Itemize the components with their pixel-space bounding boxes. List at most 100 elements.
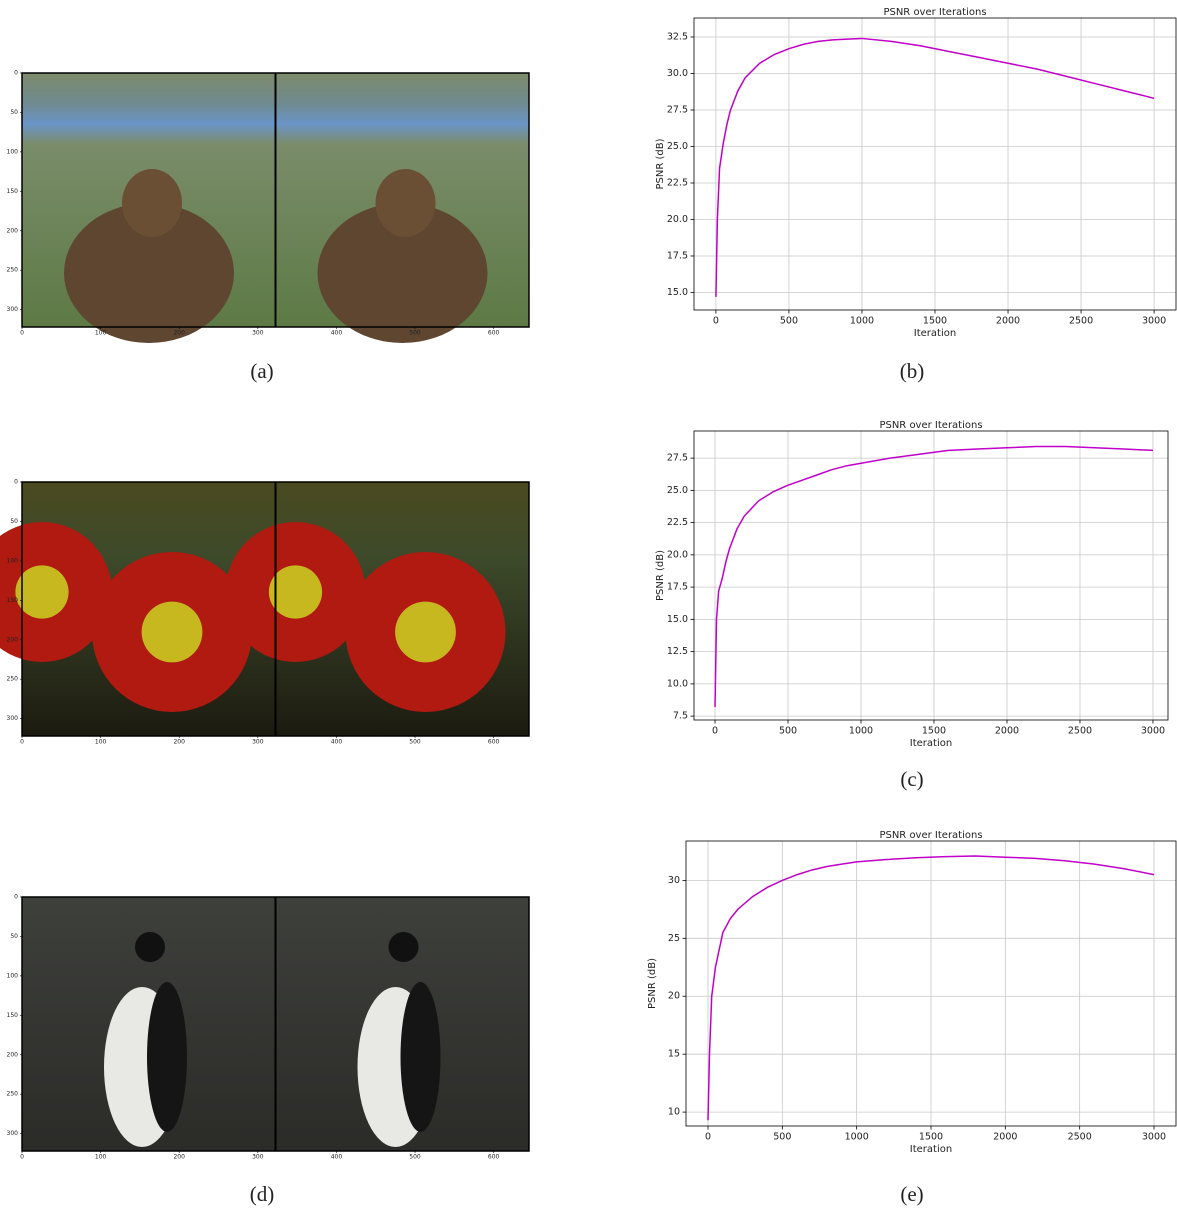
x-tick-label: 2000 bbox=[995, 726, 1019, 737]
x-tick-label: 500 bbox=[409, 330, 421, 337]
x-tick-label: 100 bbox=[95, 330, 107, 337]
y-tick-label: 7.5 bbox=[673, 711, 688, 722]
chart-title: PSNR over Iterations bbox=[883, 7, 986, 18]
y-tick-label: 20 bbox=[668, 991, 680, 1002]
caption: (e) bbox=[900, 1182, 923, 1206]
y-tick-label: 25.0 bbox=[667, 485, 688, 496]
x-axis-label: Iteration bbox=[910, 1144, 952, 1155]
x-tick-label: 100 bbox=[95, 739, 107, 746]
y-axis-label: PSNR (dB) bbox=[647, 958, 658, 1009]
x-tick-label: 1500 bbox=[923, 316, 947, 327]
x-tick-label: 400 bbox=[331, 1154, 343, 1161]
penguin-head bbox=[135, 932, 165, 962]
y-tick-label: 0 bbox=[14, 479, 18, 486]
flower-center bbox=[15, 565, 68, 618]
x-tick-label: 1500 bbox=[919, 1132, 943, 1143]
y-tick-label: 250 bbox=[7, 267, 19, 274]
y-tick-label: 250 bbox=[7, 1091, 19, 1098]
y-tick-label: 32.5 bbox=[667, 31, 688, 42]
x-tick-label: 500 bbox=[780, 316, 798, 327]
x-tick-label: 600 bbox=[488, 739, 500, 746]
x-tick-label: 400 bbox=[331, 330, 343, 337]
x-tick-label: 0 bbox=[20, 739, 24, 746]
y-tick-label: 22.5 bbox=[667, 517, 688, 528]
x-tick-label: 600 bbox=[488, 1154, 500, 1161]
x-tick-label: 2500 bbox=[1068, 1132, 1092, 1143]
y-tick-label: 150 bbox=[7, 1012, 19, 1019]
flower-center bbox=[395, 602, 456, 663]
y-tick-label: 27.5 bbox=[667, 104, 688, 115]
y-tick-label: 100 bbox=[7, 972, 19, 979]
chart-title: PSNR over Iterations bbox=[879, 420, 982, 431]
caption: (d) bbox=[250, 1182, 275, 1206]
y-tick-label: 30.0 bbox=[667, 68, 688, 79]
penguin-back bbox=[147, 982, 187, 1132]
y-tick-label: 50 bbox=[10, 518, 18, 525]
y-tick-label: 15.0 bbox=[667, 614, 688, 625]
penguin-back bbox=[401, 982, 441, 1132]
x-tick-label: 500 bbox=[409, 739, 421, 746]
x-axis-label: Iteration bbox=[910, 738, 952, 749]
x-tick-label: 200 bbox=[173, 1154, 185, 1161]
y-tick-label: 25.0 bbox=[667, 141, 688, 152]
y-tick-label: 25 bbox=[668, 933, 680, 944]
x-axis-label: Iteration bbox=[914, 328, 956, 339]
x-tick-label: 0 bbox=[20, 330, 24, 337]
penguin-head bbox=[389, 932, 419, 962]
y-tick-label: 20.0 bbox=[667, 214, 688, 225]
x-tick-label: 100 bbox=[95, 1154, 107, 1161]
x-tick-label: 0 bbox=[712, 726, 718, 737]
flower-center bbox=[269, 565, 322, 618]
y-tick-label: 200 bbox=[7, 227, 19, 234]
caption: (c) bbox=[900, 767, 923, 791]
y-tick-label: 10.0 bbox=[667, 678, 688, 689]
x-tick-label: 300 bbox=[252, 739, 264, 746]
x-tick-label: 400 bbox=[331, 739, 343, 746]
chart-title: PSNR over Iterations bbox=[879, 830, 982, 841]
bear-head bbox=[376, 169, 436, 237]
flower-center bbox=[142, 602, 203, 663]
y-tick-label: 150 bbox=[7, 188, 19, 195]
y-axis-label: PSNR (dB) bbox=[655, 138, 666, 189]
y-tick-label: 300 bbox=[7, 715, 19, 722]
y-tick-label: 100 bbox=[7, 148, 19, 155]
y-tick-label: 150 bbox=[7, 597, 19, 604]
x-tick-label: 0 bbox=[20, 1154, 24, 1161]
y-tick-label: 30 bbox=[668, 875, 680, 886]
x-tick-label: 500 bbox=[409, 1154, 421, 1161]
x-tick-label: 1000 bbox=[845, 1132, 869, 1143]
y-tick-label: 300 bbox=[7, 306, 19, 313]
x-tick-label: 300 bbox=[252, 330, 264, 337]
x-tick-label: 2000 bbox=[996, 316, 1020, 327]
y-tick-label: 12.5 bbox=[667, 646, 688, 657]
plot-frame bbox=[694, 431, 1168, 720]
y-tick-label: 250 bbox=[7, 676, 19, 683]
x-tick-label: 1000 bbox=[849, 726, 873, 737]
y-axis-label: PSNR (dB) bbox=[655, 550, 666, 601]
x-tick-label: 200 bbox=[173, 330, 185, 337]
x-tick-label: 0 bbox=[705, 1132, 711, 1143]
x-tick-label: 3000 bbox=[1142, 1132, 1166, 1143]
y-tick-label: 100 bbox=[7, 557, 19, 564]
bear-head bbox=[122, 169, 182, 237]
y-tick-label: 50 bbox=[10, 109, 18, 116]
figure: 0100200300400500600050100150200250300(a)… bbox=[0, 0, 1177, 1212]
caption: (b) bbox=[900, 359, 925, 383]
y-tick-label: 20.0 bbox=[667, 549, 688, 560]
y-tick-label: 200 bbox=[7, 1051, 19, 1058]
x-tick-label: 2000 bbox=[993, 1132, 1017, 1143]
x-tick-label: 300 bbox=[252, 1154, 264, 1161]
x-tick-label: 1000 bbox=[850, 316, 874, 327]
x-tick-label: 2500 bbox=[1068, 726, 1092, 737]
y-tick-label: 15 bbox=[668, 1049, 680, 1060]
y-tick-label: 50 bbox=[10, 933, 18, 940]
x-tick-label: 500 bbox=[773, 1132, 791, 1143]
y-tick-label: 10 bbox=[668, 1107, 680, 1118]
y-tick-label: 200 bbox=[7, 636, 19, 643]
x-tick-label: 0 bbox=[713, 316, 719, 327]
x-tick-label: 1500 bbox=[922, 726, 946, 737]
x-tick-label: 3000 bbox=[1142, 316, 1166, 327]
x-tick-label: 2500 bbox=[1069, 316, 1093, 327]
y-tick-label: 300 bbox=[7, 1130, 19, 1137]
caption: (a) bbox=[250, 359, 273, 383]
